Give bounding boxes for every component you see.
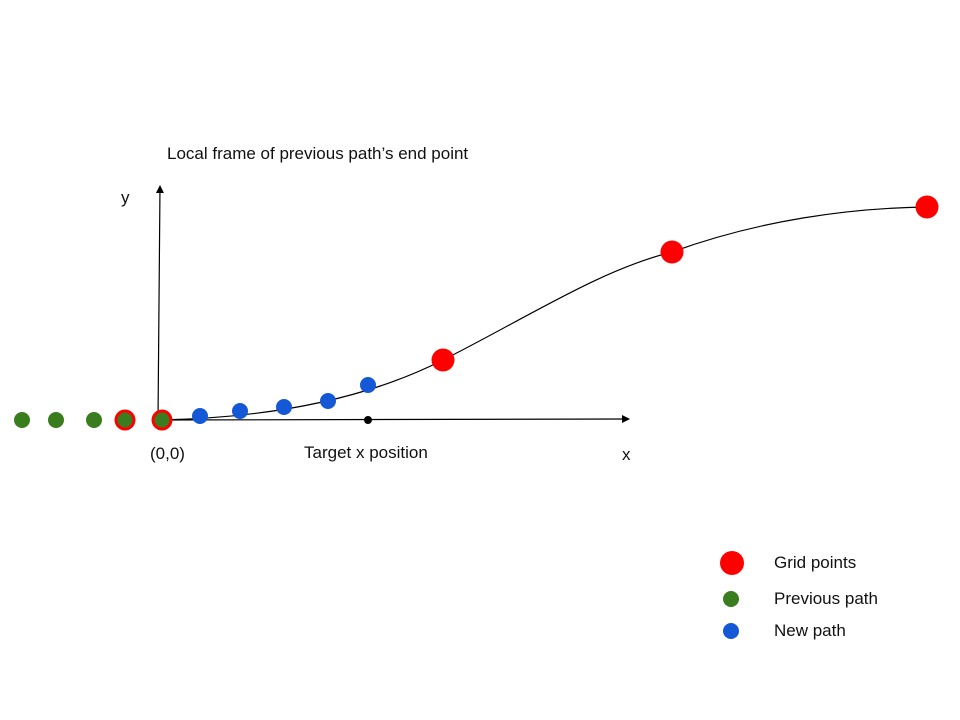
new-path-legend-icon [723, 623, 739, 639]
legend-label-grid-points: Grid points [774, 553, 857, 572]
new-path-point [192, 408, 208, 424]
grid-point [915, 195, 939, 219]
legend-item-grid-points: Grid points [718, 550, 948, 576]
legend-label-previous-path: Previous path [774, 589, 878, 608]
x-axis [157, 415, 630, 424]
diagram-title: Local frame of previous path’s end point [167, 144, 469, 163]
grid-point-legend-icon [720, 551, 744, 575]
grid-point [660, 240, 684, 264]
new-path-point [276, 399, 292, 415]
target-x-label: Target x position [304, 443, 428, 462]
previous-path-point [14, 412, 30, 428]
previous-path-point [117, 412, 133, 428]
spline-curve [159, 206, 928, 421]
previous-path-point [154, 412, 170, 428]
legend-item-previous-path: Previous path [718, 586, 948, 612]
new-path-point [360, 377, 376, 393]
origin-label: (0,0) [150, 444, 185, 463]
legend-label-new-path: New path [774, 621, 846, 640]
previous-path-legend-icon [723, 591, 739, 607]
previous-path-point [86, 412, 102, 428]
new-path-point [320, 393, 336, 409]
previous-path-point [48, 412, 64, 428]
target-x-marker [364, 416, 372, 424]
new-path-point [232, 403, 248, 419]
x-axis-label: x [622, 445, 631, 464]
y-axis-label: y [121, 188, 130, 207]
grid-point [431, 348, 455, 372]
legend-item-new-path: New path [718, 618, 948, 644]
y-axis [155, 185, 164, 421]
